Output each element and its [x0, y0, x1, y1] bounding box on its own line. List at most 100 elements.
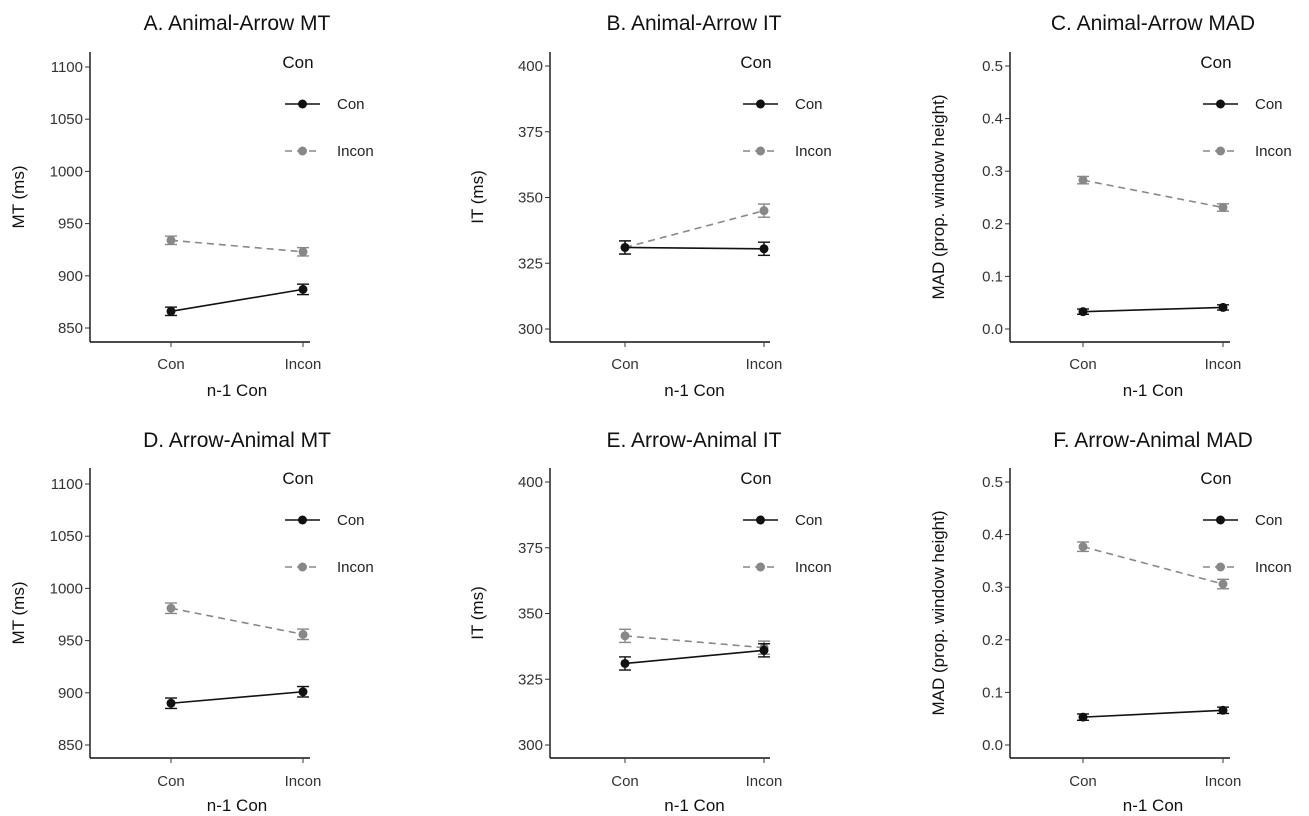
data-point — [298, 284, 308, 294]
series-line — [624, 649, 765, 665]
y-tick-label: 0.4 — [982, 527, 1003, 544]
y-tick-label: 400 — [518, 58, 543, 75]
series-line — [170, 690, 304, 705]
data-point — [759, 206, 769, 216]
x-axis-label: n-1 Con — [207, 796, 267, 815]
data-point — [620, 658, 630, 668]
y-tick-label: 900 — [58, 685, 83, 702]
x-tick-label: Con — [1069, 773, 1097, 790]
x-tick-label: Incon — [285, 773, 322, 790]
y-tick-label: 350 — [518, 190, 543, 207]
legend-key-point — [1216, 146, 1225, 156]
y-tick-label: 375 — [518, 124, 543, 141]
x-tick-label: Incon — [746, 356, 783, 373]
y-tick-label: 400 — [518, 474, 543, 491]
series-line — [1082, 179, 1224, 209]
data-point — [1078, 712, 1088, 722]
data-point — [759, 645, 769, 655]
series-line — [170, 239, 304, 253]
data-point — [298, 247, 308, 257]
legend-label: Incon — [1255, 143, 1292, 160]
y-tick-label: 0.1 — [982, 268, 1003, 285]
chart-panel-4: D. Arrow-Animal MT 850 900 950 1000 1050 1100 C… — [9, 429, 374, 815]
y-tick-label: 1000 — [50, 163, 83, 180]
y-tick-label: 850 — [58, 737, 83, 754]
legend-title: Con — [1200, 53, 1231, 72]
data-point — [1218, 202, 1228, 212]
legend: Con Con Incon — [740, 53, 831, 160]
legend-label: Incon — [337, 559, 374, 576]
x-tick-label: Incon — [746, 773, 783, 790]
legend-label: Incon — [795, 559, 832, 576]
y-tick-label: 1000 — [50, 580, 83, 597]
y-tick-label: 0.0 — [982, 321, 1003, 338]
legend-label: Con — [1255, 96, 1283, 113]
y-tick-label: 900 — [58, 268, 83, 285]
legend-label: Con — [795, 512, 823, 529]
chart-panel-2: B. Animal-Arrow IT 300 325 350 375 400 Con Inco… — [468, 12, 832, 400]
chart-panel-6: F. Arrow-Animal MAD 0.0 0.1 0.2 0.3 0.4 0.5 Con… — [929, 429, 1292, 815]
legend-label: Con — [337, 512, 365, 529]
x-tick-label: Incon — [1205, 356, 1242, 373]
x-axis-label: n-1 Con — [207, 381, 267, 400]
data-point — [166, 698, 176, 708]
legend-title: Con — [282, 469, 313, 488]
legend-title: Con — [740, 469, 771, 488]
series-line — [170, 607, 304, 636]
legend-title: Con — [740, 53, 771, 72]
chart-title: A. Animal-Arrow MT — [144, 12, 331, 35]
y-tick-label: 375 — [518, 540, 543, 557]
series-con — [619, 240, 770, 257]
y-tick-label: 0.4 — [982, 111, 1003, 128]
data-point — [1218, 302, 1228, 312]
series-incon — [619, 203, 770, 255]
y-tick-label: 300 — [518, 321, 543, 338]
data-point — [1078, 175, 1088, 185]
series-line — [624, 635, 765, 649]
series-con — [165, 283, 309, 317]
y-tick-label: 325 — [518, 255, 543, 272]
data-point — [166, 306, 176, 316]
chart-panel-3: C. Animal-Arrow MAD 0.0 0.1 0.2 0.3 0.4 0.5 Con… — [929, 12, 1292, 400]
y-tick-label: 1100 — [51, 476, 83, 493]
legend-label: Con — [795, 96, 823, 113]
series-incon — [165, 235, 309, 257]
y-axis-label: MT (ms) — [9, 166, 28, 229]
data-point — [1078, 307, 1088, 317]
data-point — [298, 687, 308, 697]
data-point — [759, 244, 769, 254]
chart-title: E. Arrow-Animal IT — [606, 429, 781, 452]
y-tick-label: 0.5 — [982, 58, 1003, 75]
y-axis-label: IT (ms) — [468, 170, 487, 224]
y-tick-label: 325 — [518, 671, 543, 688]
legend: Con Con Incon — [282, 469, 373, 576]
x-tick-label: Con — [611, 356, 639, 373]
legend-label: Con — [1255, 512, 1283, 529]
series-line — [1082, 709, 1224, 718]
data-point — [166, 235, 176, 245]
legend-key-point — [756, 562, 765, 572]
x-tick-label: Con — [157, 773, 185, 790]
legend-title: Con — [1200, 469, 1231, 488]
x-tick-label: Con — [1069, 356, 1097, 373]
series-line — [170, 288, 304, 313]
y-axis-label: MAD (prop. window height) — [929, 94, 948, 299]
series-line — [1082, 545, 1224, 585]
legend: Con Con Incon — [1200, 53, 1291, 160]
chart-title: D. Arrow-Animal MT — [143, 429, 331, 452]
data-point — [1078, 542, 1088, 552]
x-axis-label: n-1 Con — [1123, 796, 1183, 815]
y-tick-label: 0.2 — [982, 632, 1003, 649]
x-axis-label: n-1 Con — [664, 381, 724, 400]
chart-panel-5: E. Arrow-Animal IT 300 325 350 375 400 Con Inco… — [468, 429, 832, 815]
y-tick-label: 1050 — [50, 111, 83, 128]
series-line — [1082, 306, 1224, 313]
legend-key-point — [756, 99, 765, 109]
chart-title: C. Animal-Arrow MAD — [1051, 12, 1255, 35]
y-tick-label: 0.3 — [982, 163, 1003, 180]
legend-key-point — [756, 146, 765, 156]
chart-title: F. Arrow-Animal MAD — [1053, 429, 1253, 452]
series-incon — [165, 602, 309, 641]
y-tick-label: 0.5 — [982, 474, 1003, 491]
